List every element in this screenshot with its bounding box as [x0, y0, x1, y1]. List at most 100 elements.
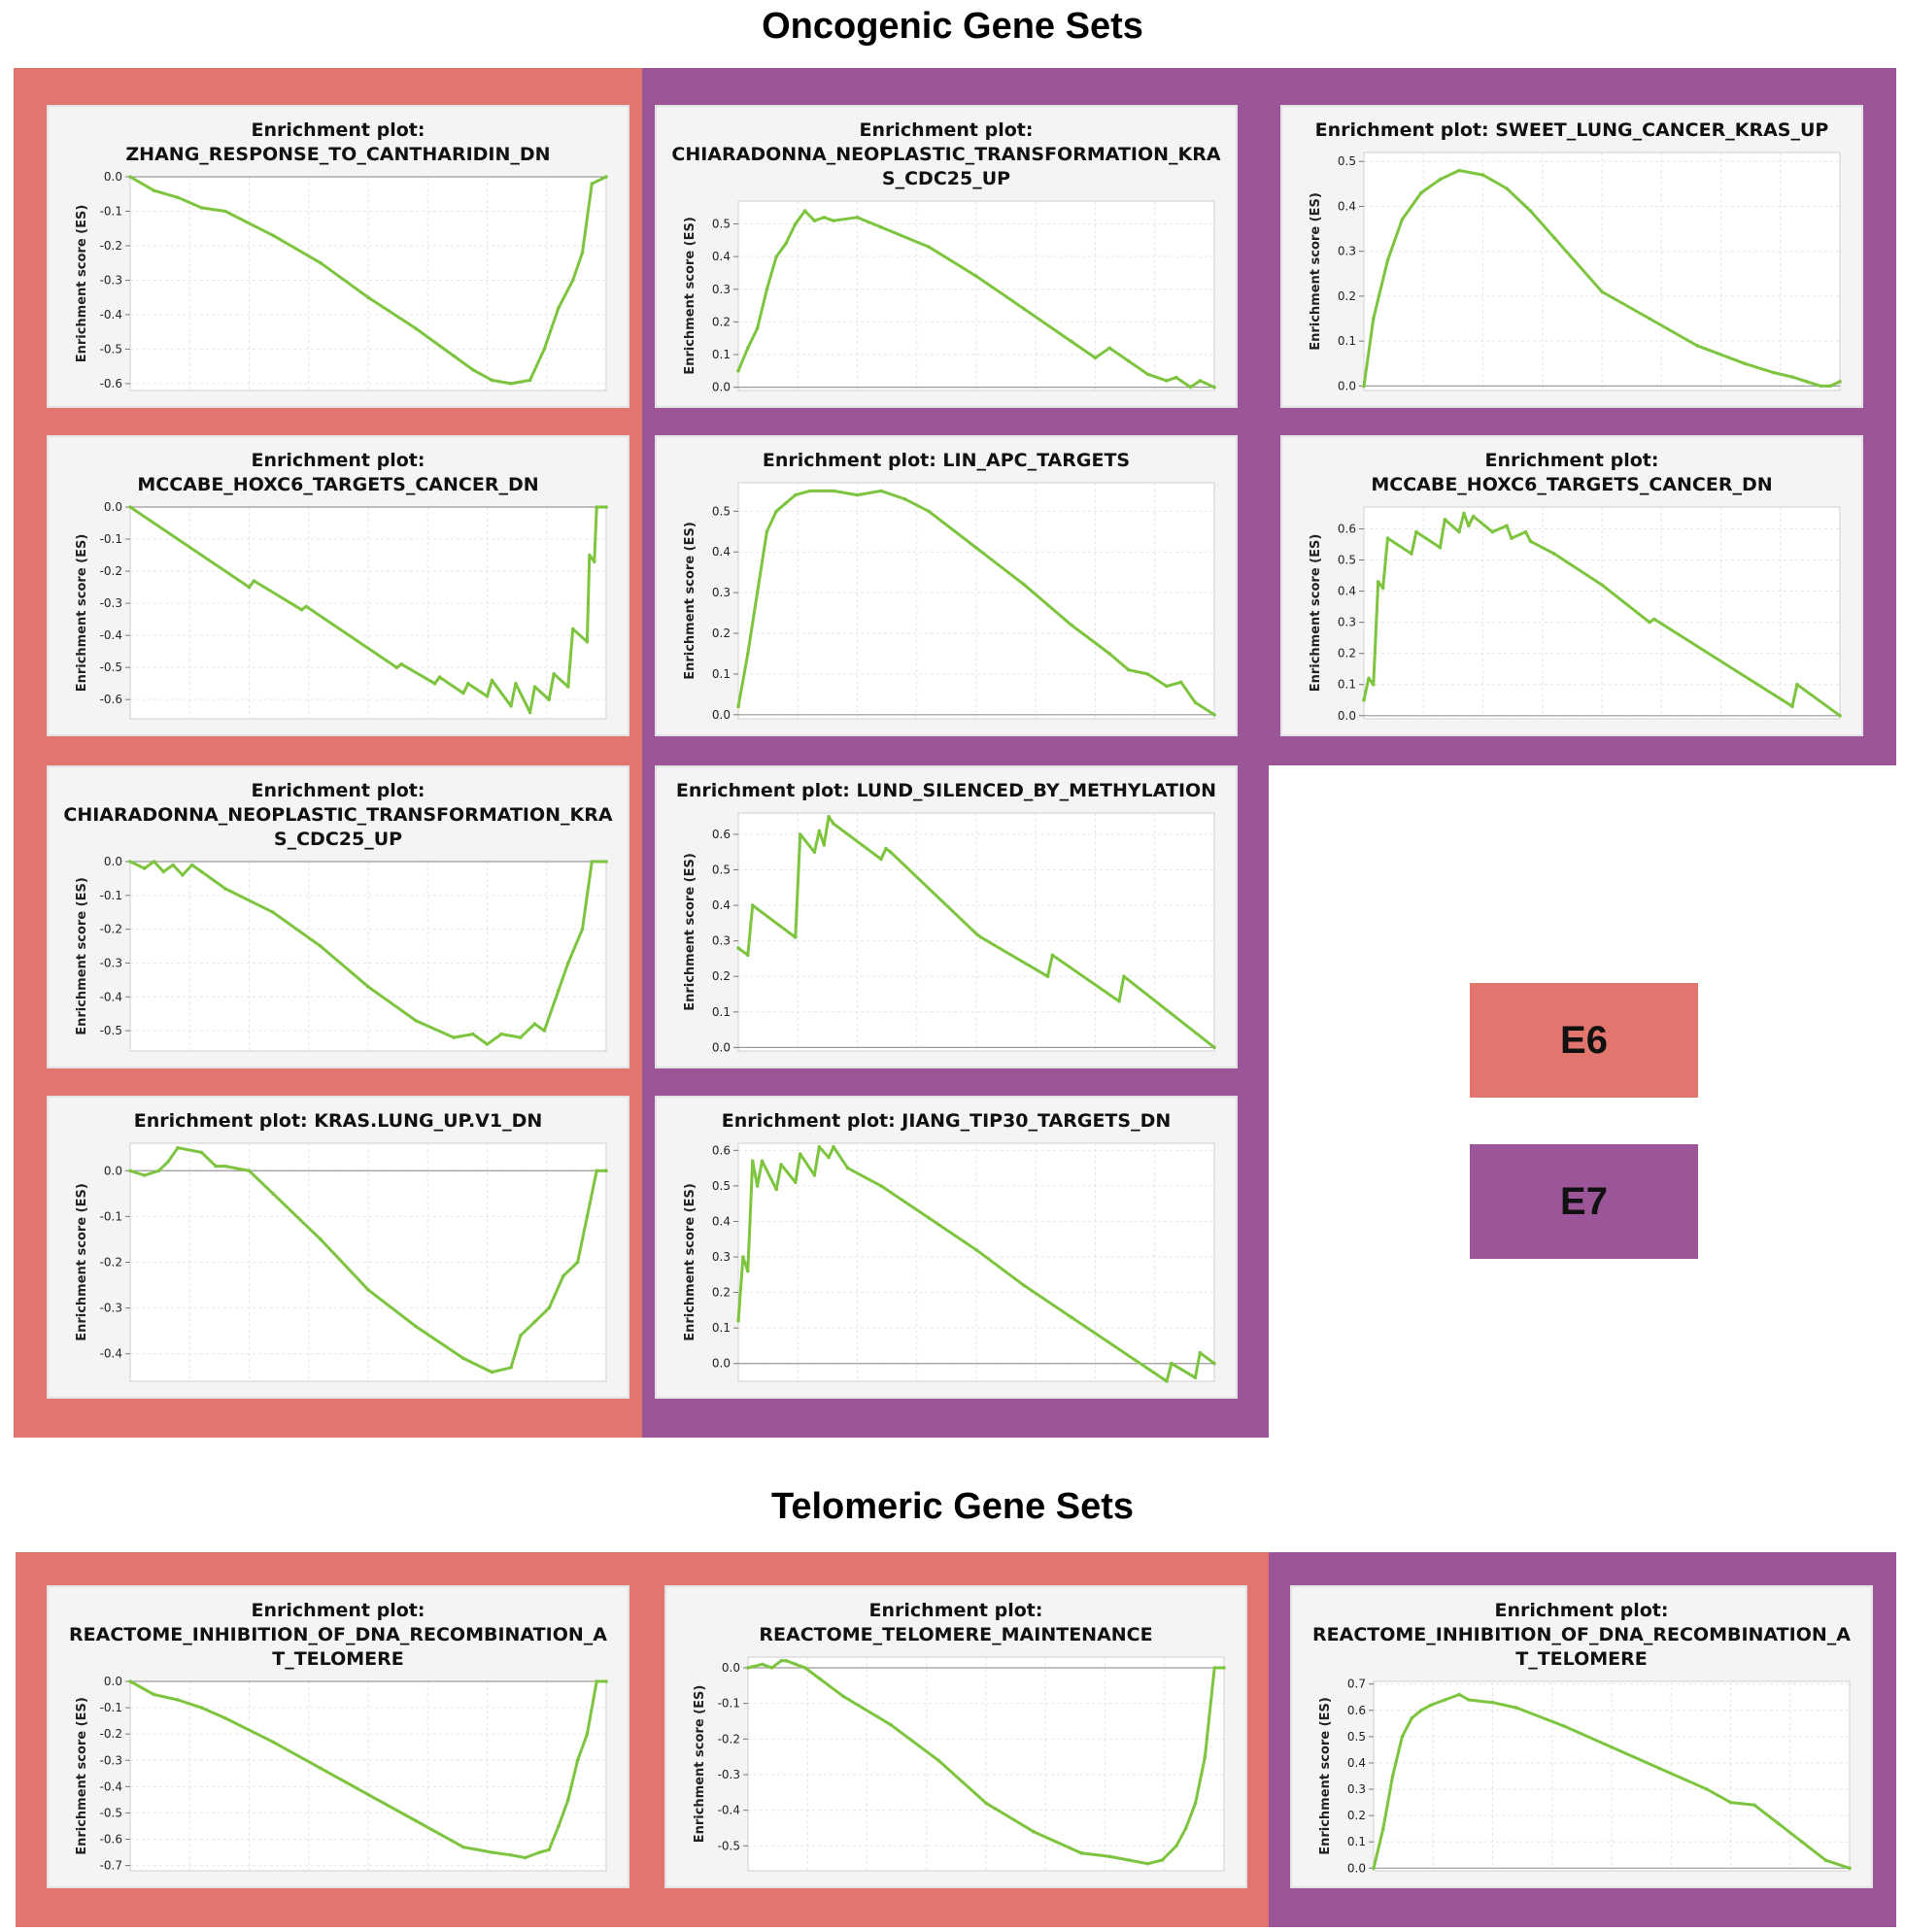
es-point: [1648, 317, 1651, 321]
y-tick-label: -0.6: [100, 377, 122, 390]
es-point: [1145, 372, 1150, 377]
es-point: [519, 1035, 523, 1039]
enrichment-plot: 0.0 -0.1 -0.2 -0.3 -0.4 -0.5 -0.6 Enrichment sc…: [75, 500, 608, 720]
y-axis-label: Enrichment score (ES): [1309, 534, 1323, 693]
es-point: [223, 887, 227, 891]
es-point: [1385, 536, 1390, 540]
es-point: [414, 1818, 418, 1823]
y-tick-label: -0.5: [100, 1024, 122, 1037]
es-point: [1193, 1375, 1198, 1380]
es-point: [271, 233, 275, 238]
enrichment-plot: 0.0 -0.1 -0.2 -0.3 -0.4 Enrichment score (ES): [75, 1142, 608, 1382]
es-point: [557, 1824, 561, 1828]
es-point: [779, 1658, 784, 1663]
es-point: [1381, 1826, 1385, 1831]
es-point: [1376, 580, 1380, 584]
enrichment-plot-panel: Enrichment plot: REACTOME_INHIBITION_OF_D…: [47, 1585, 629, 1888]
es-point: [750, 1159, 755, 1164]
es-point: [575, 1758, 580, 1763]
es-point: [152, 188, 156, 192]
panel-title-line: Enrichment plot:: [251, 119, 425, 141]
es-point: [832, 822, 835, 826]
es-point: [889, 850, 893, 854]
es-point: [485, 695, 490, 698]
panel-title: Enrichment plot: CHIARADONNA_NEOPLASTIC_T…: [657, 119, 1236, 191]
es-point: [794, 221, 798, 226]
es-point: [1743, 361, 1747, 366]
panel-title-line: Enrichment plot: SWEET_LUNG_CANCER_KRAS_…: [1314, 119, 1829, 141]
es-point: [822, 843, 826, 847]
panel-title: Enrichment plot: REACTOME_TELOMERE_MAINTE…: [666, 1599, 1245, 1647]
y-tick-label: 0.0: [712, 381, 731, 394]
es-point: [1184, 1826, 1188, 1830]
y-tick-label: 0.3: [712, 934, 731, 948]
y-tick-label: 0.4: [712, 1214, 731, 1228]
y-tick-label: 0.1: [712, 1321, 731, 1335]
es-point: [1776, 1821, 1781, 1825]
panel-title: Enrichment plot: MCCABE_HOXC6_TARGETS_CAN…: [1282, 449, 1861, 497]
enrichment-plot-panel: Enrichment plot: LIN_APC_TARGETS 0.0 0.1 0…: [655, 435, 1238, 736]
es-point: [1079, 1850, 1083, 1855]
es-point: [1380, 586, 1385, 591]
enrichment-plot-panel: Enrichment plot: MCCABE_HOXC6_TARGETS_CAN…: [47, 435, 629, 736]
es-point: [936, 1758, 940, 1763]
es-point: [784, 1658, 788, 1663]
y-tick-label: 0.0: [104, 1675, 122, 1688]
panel-title: Enrichment plot: MCCABE_HOXC6_TARGETS_CAN…: [49, 449, 628, 497]
es-point: [855, 216, 860, 220]
es-point: [1178, 680, 1183, 685]
panel-title-line: Enrichment plot:: [1484, 450, 1659, 471]
enrichment-plot: 0.0 0.1 0.2 0.3 0.4 0.5 Enrichment score (ES): [683, 482, 1216, 722]
es-point: [1752, 1803, 1756, 1808]
y-tick-label: 0.3: [712, 283, 731, 296]
es-point: [794, 492, 798, 497]
es-point: [142, 866, 147, 870]
y-tick-label: -0.1: [100, 889, 122, 902]
enrichment-plot-panel: Enrichment plot: ZHANG_RESPONSE_TO_CANTHA…: [47, 105, 629, 408]
enrichment-plot-panel: Enrichment plot: MCCABE_HOXC6_TARGETS_CAN…: [1280, 435, 1863, 736]
es-point: [1022, 582, 1026, 587]
es-point: [557, 306, 561, 310]
es-point: [1022, 307, 1026, 311]
es-point: [1795, 682, 1799, 687]
es-point: [461, 1356, 465, 1361]
es-point: [1467, 524, 1471, 527]
enrichment-plot: 0.0 -0.1 -0.2 -0.3 -0.4 -0.5 Enrichment score …: [693, 1656, 1226, 1872]
es-point: [499, 1032, 503, 1036]
es-point: [1193, 700, 1198, 704]
y-tick-label: 0.4: [1347, 1756, 1366, 1770]
y-tick-label: -0.3: [100, 596, 122, 610]
es-point: [604, 860, 608, 864]
y-tick-label: 0.2: [1338, 647, 1356, 661]
es-point: [1127, 667, 1131, 672]
es-point: [566, 1798, 570, 1802]
es-point: [1457, 529, 1461, 534]
es-point: [490, 678, 494, 683]
es-point: [1070, 339, 1073, 344]
es-point: [1652, 617, 1656, 622]
es-point: [817, 1677, 822, 1680]
es-point: [247, 585, 252, 590]
es-point: [588, 553, 592, 558]
y-tick-label: 0.2: [712, 1286, 731, 1300]
es-point: [974, 274, 978, 279]
es-point: [271, 1740, 275, 1745]
es-point: [509, 704, 513, 708]
es-point: [1174, 375, 1178, 380]
es-point: [176, 195, 180, 200]
es-point: [1800, 1840, 1804, 1844]
legend-e6: E6: [1470, 983, 1698, 1098]
es-point: [585, 1214, 590, 1219]
es-point: [128, 1169, 132, 1173]
es-point: [595, 505, 598, 509]
es-point: [741, 1255, 745, 1259]
es-point: [1510, 536, 1514, 540]
es-point: [1032, 1829, 1036, 1834]
es-point: [414, 326, 418, 330]
es-point: [812, 850, 817, 854]
es-point: [557, 988, 561, 993]
panel-title-line: Enrichment plot: LIN_APC_TARGETS: [762, 450, 1131, 471]
enrichment-plot: 0.0 0.1 0.2 0.3 0.4 0.5 Enrichment score (ES): [1309, 152, 1842, 392]
es-point: [437, 675, 442, 679]
panel-title-line: ZHANG_RESPONSE_TO_CANTHARIDIN_DN: [125, 144, 551, 165]
